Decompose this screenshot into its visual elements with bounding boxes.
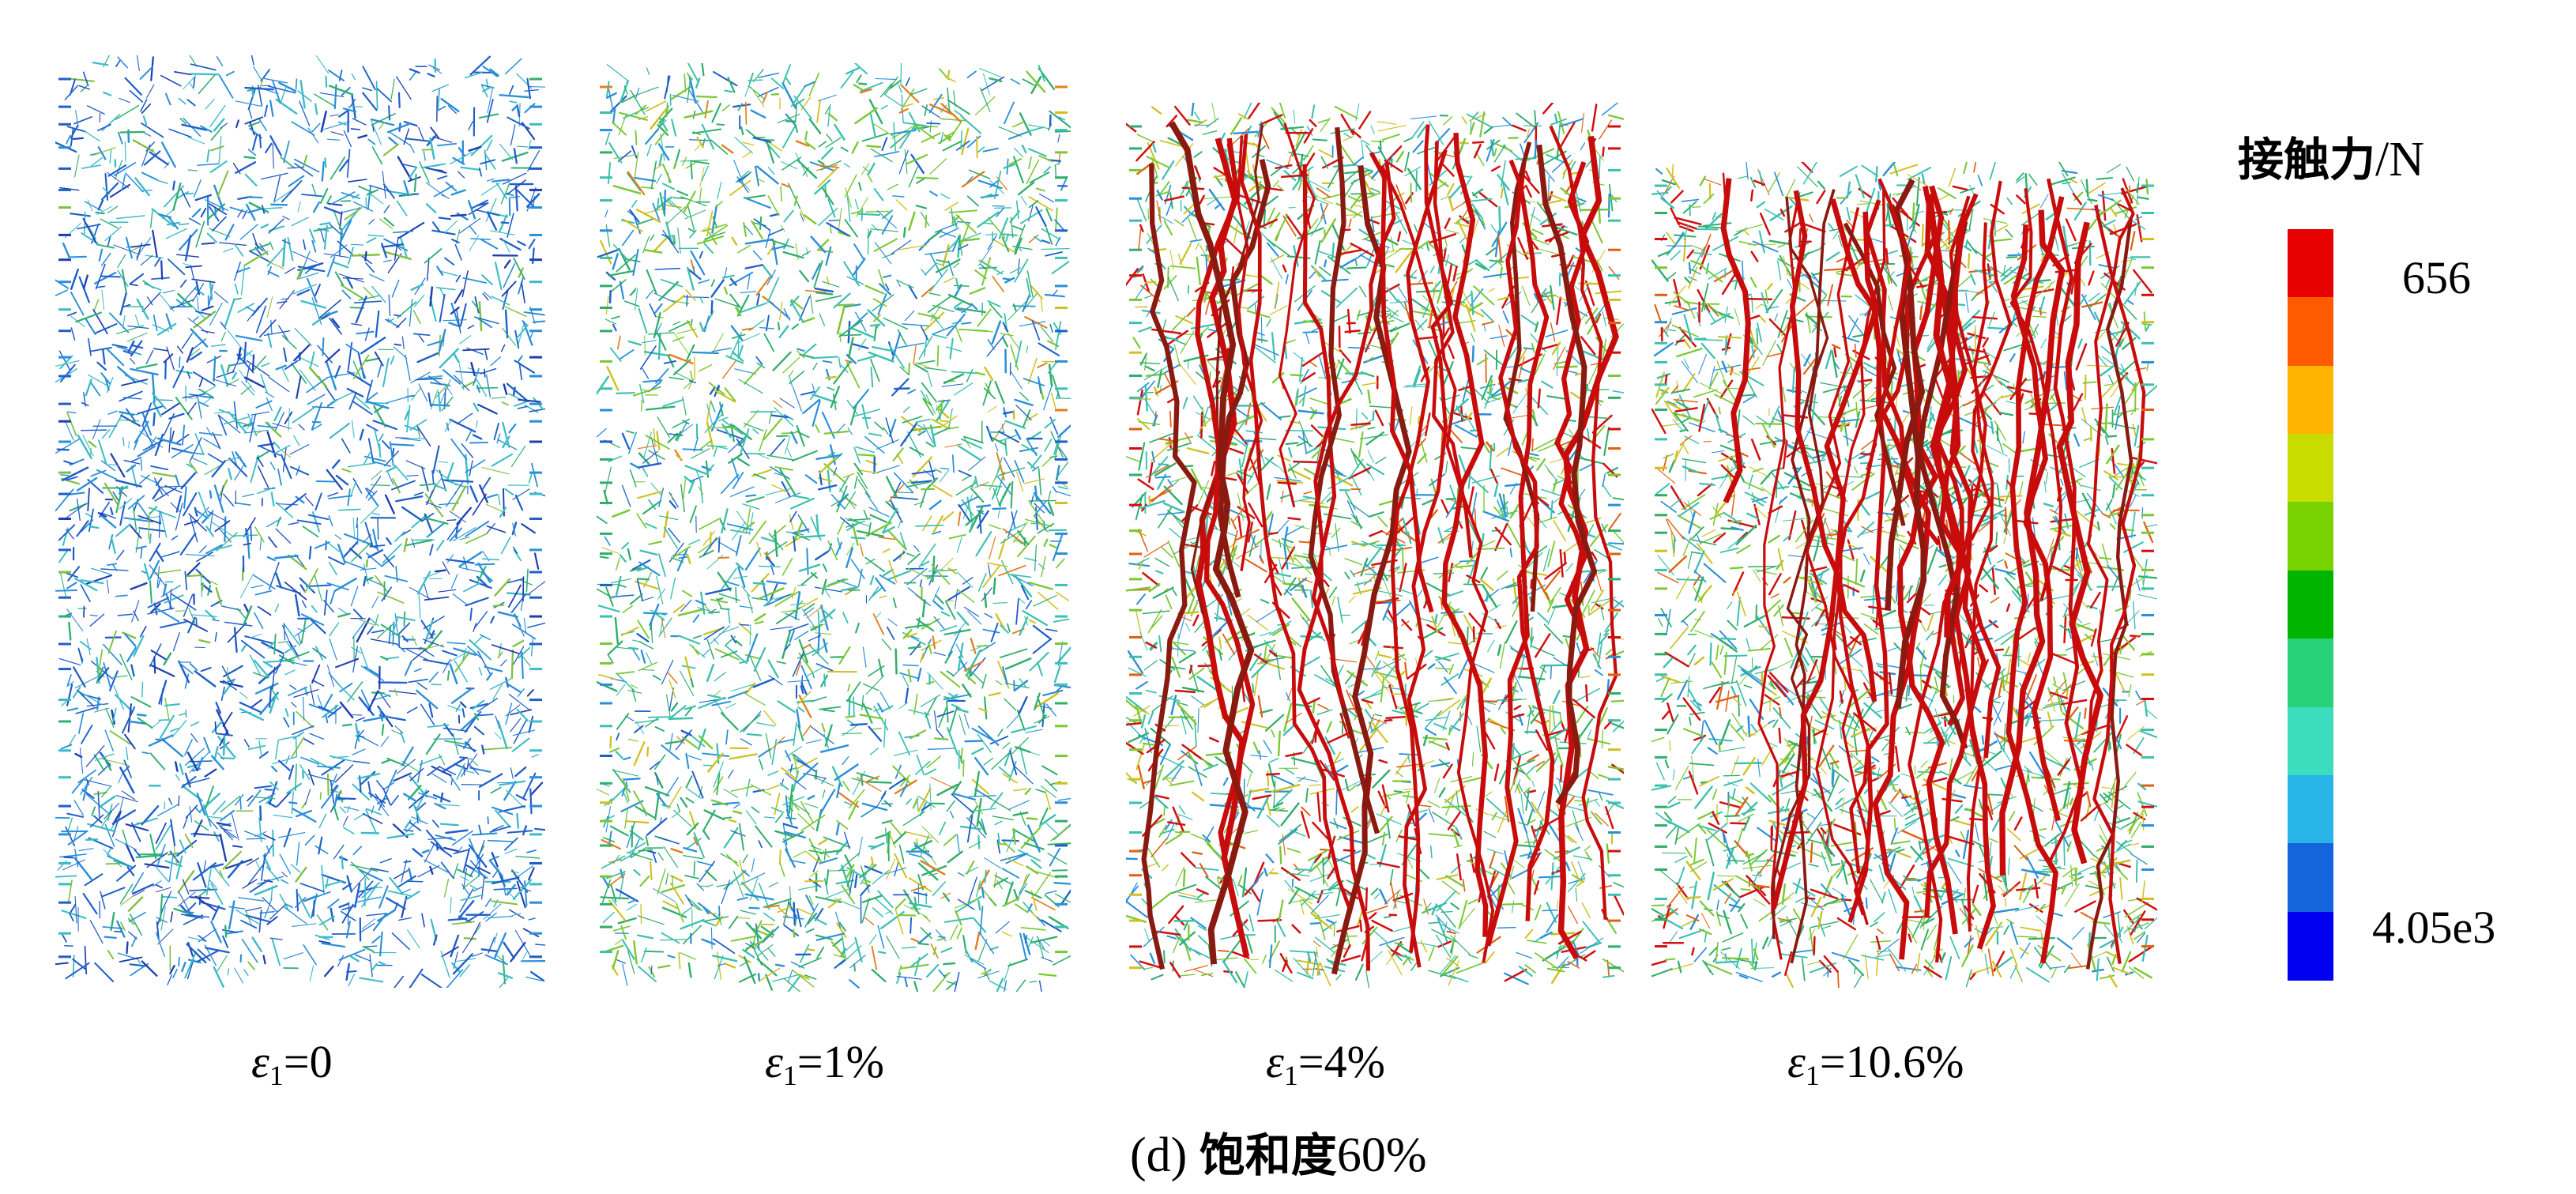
- strong-force-chain: [1369, 151, 1434, 613]
- strong-force-chain: [1897, 185, 1958, 935]
- force-chain-panel-strain-4: [1126, 103, 1624, 988]
- colorbar-title: 接触力/N: [2238, 133, 2425, 186]
- strong-force-chain: [1999, 209, 2066, 876]
- strong-force-chain: [1836, 178, 1912, 874]
- force-chain-lines: [55, 55, 545, 988]
- strong-force-chain: [1278, 122, 1316, 508]
- colorbar: [2288, 229, 2333, 981]
- strong-force-chain: [1297, 164, 1371, 971]
- strong-force-chain: [1236, 135, 1264, 571]
- colorbar-segment: [2288, 774, 2333, 845]
- colorbar-segment: [2288, 911, 2333, 981]
- strong-force-chain: [2046, 178, 2085, 790]
- strong-force-chain: [1441, 132, 1489, 937]
- force-chain-panel-strain-0: [55, 55, 545, 988]
- strong-force-chain: [2009, 187, 2063, 602]
- strong-force-chain: [1432, 141, 1473, 558]
- strong-force-chain: [1916, 220, 1968, 750]
- strong-force-chain: [1195, 137, 1250, 958]
- force-chain-lines: [597, 63, 1071, 992]
- colorbar-segment: [2288, 365, 2333, 435]
- strong-force-chain: [1403, 124, 1454, 968]
- force-chain-panel-strain-10-6: [1651, 162, 2157, 988]
- strong-force-chain: [1806, 207, 1871, 916]
- strong-force-chain: [1331, 164, 1412, 975]
- strong-force-chain: [1169, 121, 1255, 965]
- strong-force-chain: [2085, 217, 2133, 970]
- colorbar-segment: [2288, 434, 2333, 503]
- colorbar-segment: [2288, 706, 2333, 776]
- strong-force-chain: [1141, 164, 1197, 970]
- strain-label-3: ε1=10.6%: [1787, 1036, 1964, 1091]
- colorbar-segment: [2288, 229, 2333, 299]
- force-chain-lines: [1126, 103, 1624, 988]
- strong-force-chain: [2005, 196, 2065, 964]
- colorbar-min-label: 4.05e3: [2372, 902, 2496, 953]
- force-chain-network-3: [1651, 162, 2157, 988]
- force-chain-network-2: [1126, 103, 1624, 988]
- colorbar-segment: [2288, 843, 2333, 913]
- strong-force-chain: [1311, 161, 1396, 706]
- strong-force-chain: [1930, 224, 1967, 638]
- force-chain-lines: [1651, 162, 2157, 988]
- strong-force-chain: [1240, 134, 1351, 909]
- force-chain-network-1: [597, 63, 1071, 992]
- strong-force-chain: [1549, 125, 1618, 920]
- strong-force-chain: [1380, 164, 1495, 963]
- strong-force-chain: [2092, 205, 2146, 965]
- strong-force-chain: [1190, 124, 1264, 615]
- strong-force-chain: [1969, 180, 2013, 541]
- strong-force-chain: [1536, 144, 1598, 805]
- strong-force-chain: [1486, 162, 1550, 947]
- strong-force-chain: [2047, 187, 2135, 863]
- colorbar-segment: [2288, 297, 2333, 367]
- colorbar-max-label: 656: [2402, 252, 2471, 303]
- strong-force-chain: [1966, 222, 1994, 932]
- strong-force-chain: [1771, 211, 1880, 910]
- strong-force-chain: [1790, 189, 1836, 964]
- colorbar-segment: [2288, 638, 2333, 708]
- strong-force-chain: [1790, 190, 1877, 702]
- strong-force-chain: [1757, 203, 1798, 960]
- force-chain-panel-strain-1: [597, 63, 1071, 992]
- strong-force-chain: [1390, 149, 1448, 953]
- strain-label-0: ε1=0: [251, 1036, 333, 1091]
- strong-force-chain: [1924, 213, 1987, 918]
- colorbar-segment: [2288, 502, 2333, 571]
- figure-caption: (d) 饱和度60%: [1130, 1128, 1427, 1182]
- force-chain-network-0: [55, 55, 545, 988]
- strong-force-chain: [1847, 194, 1938, 923]
- strong-force-chain: [1498, 159, 1555, 921]
- strain-label-2: ε1=4%: [1266, 1036, 1385, 1091]
- strong-force-chain: [1195, 137, 1256, 879]
- colorbar-segment: [2288, 570, 2333, 640]
- strong-force-chain: [1720, 178, 1751, 503]
- strain-label-1: ε1=1%: [765, 1036, 884, 1091]
